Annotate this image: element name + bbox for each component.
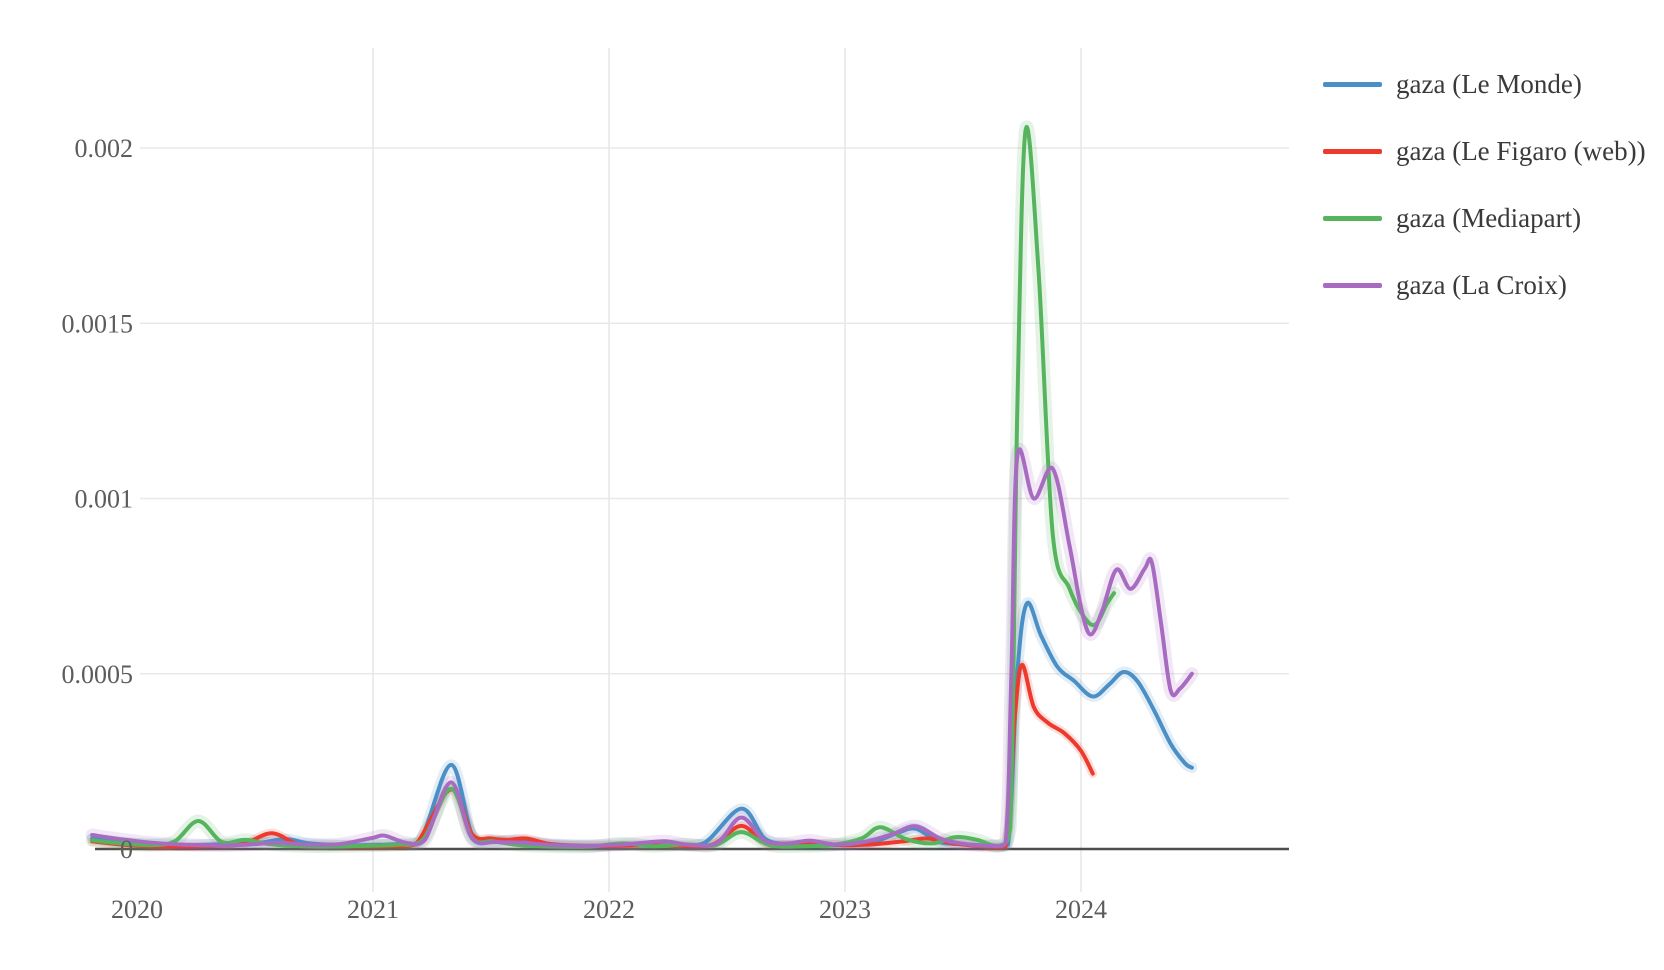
- legend-swatch-icon: [1323, 283, 1382, 288]
- y-tick-label: 0.002: [75, 134, 134, 163]
- legend-label: gaza (Le Monde): [1396, 69, 1582, 99]
- legend: gaza (Le Monde) gaza (Le Figaro (web)) gaz…: [1323, 51, 1653, 319]
- ci-band-2: [85, 120, 1121, 854]
- series-lines: [90, 125, 1194, 849]
- legend-label: gaza (Mediapart): [1396, 203, 1582, 233]
- y-tick-label: 0.0015: [62, 309, 134, 338]
- y-tick-label: 0.0005: [62, 660, 134, 689]
- x-tick-label: 2022: [583, 895, 635, 924]
- series-line-2: [90, 125, 1117, 849]
- legend-swatch-icon: [1323, 82, 1382, 87]
- x-tick-label: 2024: [1055, 895, 1107, 924]
- ci-band-0: [86, 597, 1198, 852]
- legend-item-3[interactable]: gaza (La Croix): [1323, 252, 1653, 319]
- legend-item-0[interactable]: gaza (Le Monde): [1323, 51, 1653, 118]
- y-axis-tick-labels: 0 0.0005 0.001 0.0015 0.002: [62, 134, 134, 864]
- legend-label: gaza (Le Figaro (web)): [1396, 136, 1646, 166]
- legend-item-2[interactable]: gaza (Mediapart): [1323, 185, 1653, 252]
- ci-band-3: [85, 442, 1199, 853]
- legend-swatch-icon: [1323, 216, 1382, 221]
- x-axis-tick-labels: 2020 2021 2022 2023 2024: [111, 895, 1107, 924]
- y-tick-label: 0: [120, 835, 133, 864]
- x-tick-label: 2021: [347, 895, 399, 924]
- legend-item-1[interactable]: gaza (Le Figaro (web)): [1323, 118, 1653, 185]
- x-tick-label: 2023: [819, 895, 871, 924]
- legend-label: gaza (La Croix): [1396, 270, 1567, 300]
- legend-swatch-icon: [1323, 149, 1382, 154]
- series-line-1: [90, 662, 1095, 849]
- ci-band-1: [87, 660, 1098, 852]
- x-tick-label: 2020: [111, 895, 163, 924]
- series-line-0: [90, 600, 1194, 849]
- series-line-3: [90, 447, 1194, 849]
- confidence-bands: [85, 120, 1199, 854]
- y-tick-label: 0.001: [75, 485, 134, 514]
- horizontal-gridlines: [140, 147, 1289, 675]
- vertical-gridlines: [372, 48, 1082, 892]
